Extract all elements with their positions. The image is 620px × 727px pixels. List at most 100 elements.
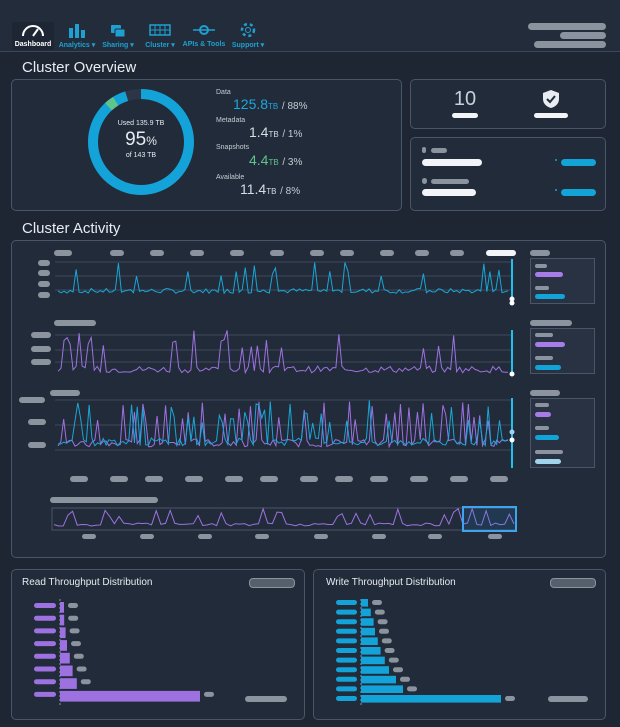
read-dist-range-select[interactable]: [249, 578, 295, 588]
x-axis-tick-label: [185, 476, 203, 482]
time-range-option[interactable]: [380, 250, 394, 256]
legend-label-placeholder: [535, 356, 553, 360]
lifebuoy-icon: [240, 22, 256, 38]
nav-sharing[interactable]: Sharing ▾: [100, 22, 136, 50]
timeline-navigator[interactable]: [51, 506, 517, 532]
legend-read-value: [535, 342, 565, 347]
info-value-placeholder: [422, 189, 476, 196]
write-iops-series: [57, 262, 509, 295]
info-bar-placeholder: [561, 189, 596, 196]
time-range-option[interactable]: [230, 250, 244, 256]
time-range-option[interactable]: [450, 250, 464, 256]
nav-analytics[interactable]: Analytics ▾: [56, 22, 98, 50]
dist-bucket-label: [336, 600, 357, 605]
nodes-label-placeholder: [452, 113, 478, 118]
chart-title-placeholder: [54, 320, 96, 326]
legend-label-placeholder: [530, 390, 560, 396]
shield-check-icon: [543, 90, 559, 108]
stat-unit: TB: [268, 130, 279, 139]
legend-label-placeholder: [535, 450, 563, 454]
axis-tick-label: [28, 442, 46, 448]
dist-bucket-label: [34, 653, 56, 659]
axis-tick-label: [19, 397, 45, 403]
navigator-tick-label: [314, 534, 328, 539]
capacity-panel: [11, 79, 402, 211]
iops-chart: [55, 259, 515, 306]
x-axis-tick-label: [110, 476, 128, 482]
time-range-option[interactable]: [270, 250, 284, 256]
axis-tick-label: [38, 281, 50, 287]
stat-label-snapshots: Snapshots: [216, 144, 250, 151]
nav-apis-tools[interactable]: APIs & Tools: [182, 22, 226, 50]
dist-count-label: [73, 653, 84, 659]
write-dist-range-select[interactable]: [550, 578, 596, 588]
nav-dashboard[interactable]: Dashboard: [12, 22, 54, 50]
axis-tick-label: [31, 346, 51, 352]
dist-count-label: [393, 667, 403, 673]
nodes-health-card[interactable]: [410, 79, 606, 129]
dist-bucket-label: [34, 603, 56, 608]
dist-bucket-label: [336, 667, 357, 673]
time-range-option[interactable]: [110, 250, 124, 256]
user-menu-placeholder: [560, 32, 606, 39]
time-range-option[interactable]: [340, 250, 354, 256]
dist-count-label: [407, 686, 417, 692]
x-axis-tick-label: [490, 476, 508, 482]
stat-unit: TB: [268, 102, 279, 111]
dist-count-label: [76, 666, 87, 672]
legend-label-placeholder: [535, 264, 547, 268]
stat-value-data: 125.8TB / 88%: [233, 96, 307, 112]
dist-bucket-label: [34, 615, 56, 621]
api-plug-icon: [193, 25, 215, 35]
nav-cluster[interactable]: Cluster ▾: [142, 22, 178, 50]
server-grid-icon: [149, 24, 171, 36]
write-latency-series: [57, 400, 509, 448]
user-menu-placeholder: [534, 41, 606, 48]
donut-percent-sign: %: [146, 134, 157, 148]
time-range-option[interactable]: [310, 250, 324, 256]
dist-bucket-label: [336, 696, 357, 701]
dist-bar: [361, 685, 403, 693]
legend-write-value: [535, 365, 561, 370]
nav-label: Support ▾: [231, 42, 265, 49]
navigator-tick-label: [82, 534, 96, 539]
stat-number: 1.4: [249, 124, 269, 140]
dist-count-label: [384, 648, 395, 653]
dist-count-label: [69, 628, 80, 634]
dist-bar: [60, 690, 200, 702]
time-range-option[interactable]: [190, 250, 204, 256]
navigator-selection-window: [462, 506, 517, 532]
dist-bucket-label: [336, 657, 357, 663]
navigator-tick-label: [198, 534, 212, 539]
dist-axis-label: [548, 696, 588, 702]
time-range-option[interactable]: [486, 250, 516, 256]
dist-count-label: [374, 609, 385, 615]
navigator-tick-label: [372, 534, 386, 539]
stat-unit: TB: [266, 187, 277, 196]
dist-bar: [361, 627, 375, 636]
read-distribution-title: Read Throughput Distribution: [22, 577, 153, 588]
time-range-option[interactable]: [415, 250, 429, 256]
dist-bucket-label: [336, 648, 357, 653]
user-menu-placeholder[interactable]: [528, 23, 606, 30]
navigator-title-placeholder: [50, 497, 158, 503]
x-axis-tick-label: [260, 476, 278, 482]
nav-support[interactable]: Support ▾: [228, 22, 268, 50]
dist-bar: [60, 678, 77, 689]
time-range-option[interactable]: [150, 250, 164, 256]
dist-bucket-label: [34, 666, 56, 672]
dist-bar: [361, 647, 381, 655]
dist-bucket-label: [336, 686, 357, 692]
axis-tick-label: [38, 270, 50, 276]
dist-bucket-label: [34, 641, 56, 647]
x-axis-tick-label: [335, 476, 353, 482]
donut-percent-value: 95: [125, 129, 147, 150]
x-axis-tick-label: [300, 476, 318, 482]
donut-total-label: of 143 TB: [125, 152, 157, 159]
dist-bar: [361, 666, 389, 674]
time-range-option[interactable]: [54, 250, 72, 256]
cursor-point: [509, 300, 515, 306]
dist-bar: [361, 599, 368, 607]
donut-percent: 95%: [106, 129, 176, 151]
